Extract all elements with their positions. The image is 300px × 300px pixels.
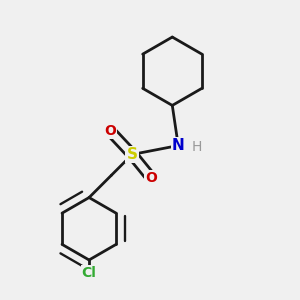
Text: O: O bbox=[104, 124, 116, 138]
Text: H: H bbox=[191, 140, 202, 154]
Text: O: O bbox=[146, 171, 158, 185]
Text: Cl: Cl bbox=[82, 266, 97, 280]
Text: N: N bbox=[172, 138, 184, 153]
Text: S: S bbox=[127, 147, 138, 162]
